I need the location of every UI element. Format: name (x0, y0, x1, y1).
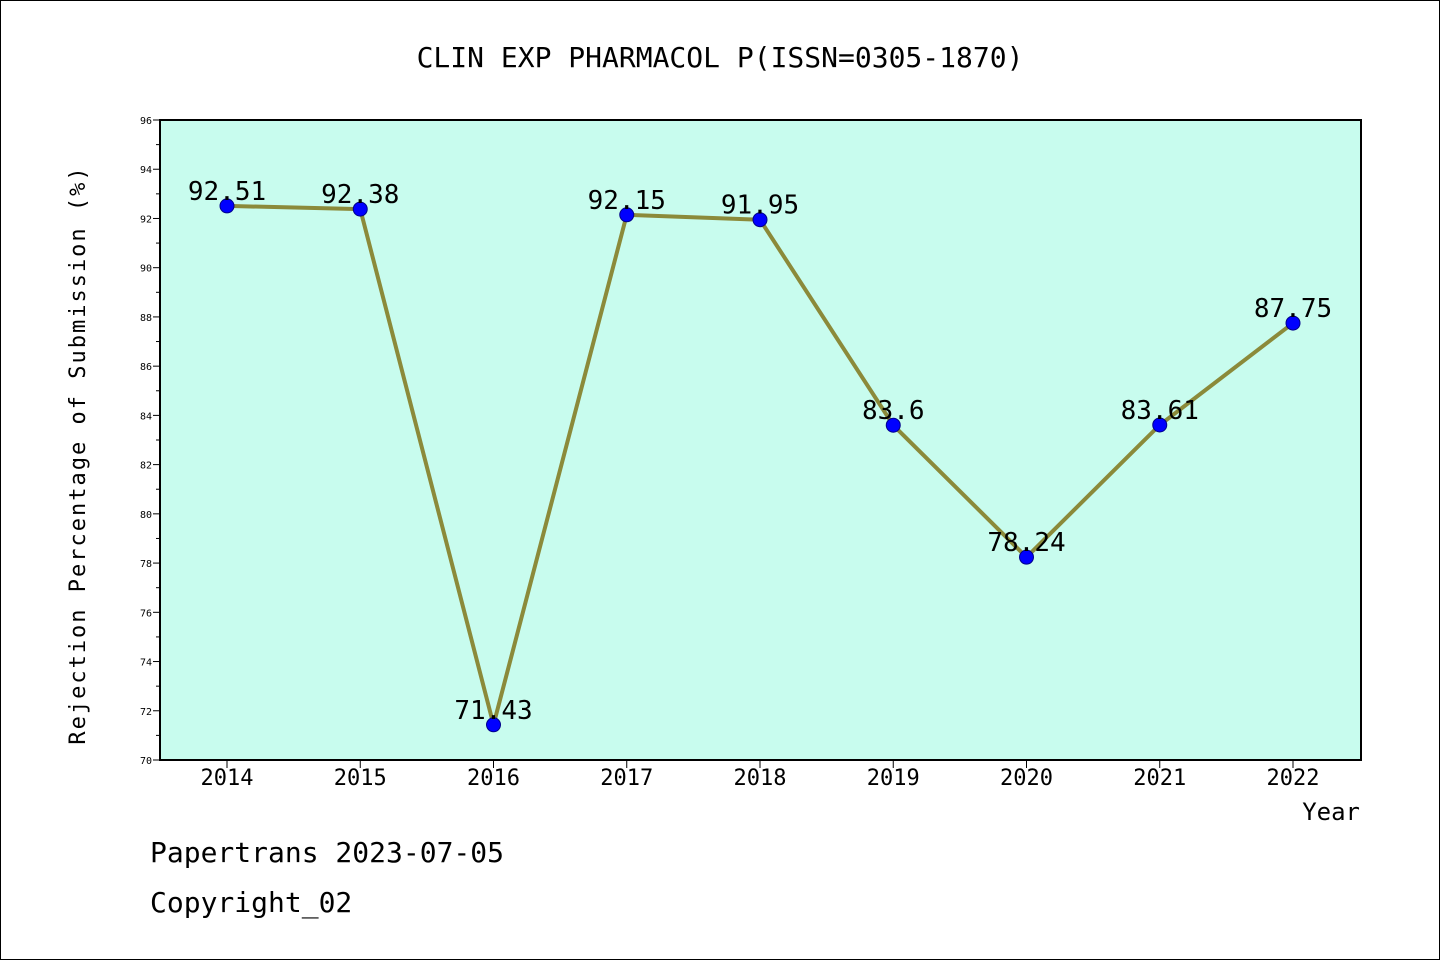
x-tick-label: 2020 (1000, 766, 1053, 791)
y-tick-label: 70 (140, 756, 152, 767)
x-axis-label: Year (1302, 798, 1360, 826)
data-point (352, 201, 368, 217)
footer-source: Papertrans 2023-07-05 (150, 836, 505, 869)
y-tick-label: 78 (140, 559, 152, 570)
data-point (219, 198, 235, 214)
data-label: 92.51 (188, 177, 266, 207)
data-point (1019, 549, 1034, 565)
x-tick-label: 2017 (600, 766, 653, 791)
data-point (885, 417, 901, 433)
x-tick-label: 2016 (467, 766, 520, 791)
y-tick-label: 86 (140, 362, 152, 373)
data-point (619, 207, 635, 223)
data-label: 92.15 (588, 186, 666, 216)
footer-copyright: Copyright_02 (150, 886, 353, 919)
data-label: 83.61 (1121, 396, 1199, 426)
y-tick-label: 80 (140, 510, 152, 521)
data-point (486, 717, 501, 733)
data-label: 83.6 (862, 396, 925, 426)
data-point (752, 212, 768, 228)
data-label: 71.43 (454, 696, 532, 726)
y-tick-label: 94 (140, 165, 152, 176)
x-tick-label: 2019 (867, 766, 920, 791)
y-tick-label: 96 (140, 116, 152, 127)
data-label: 92.38 (321, 180, 399, 210)
y-tick-label: 72 (140, 707, 152, 718)
x-tick-label: 2018 (734, 766, 787, 791)
data-points (219, 198, 1301, 733)
chart-title: CLIN EXP PHARMACOL P(ISSN=0305-1870) (417, 41, 1024, 74)
y-tick-label: 74 (140, 658, 152, 669)
data-label: 91.95 (721, 191, 799, 221)
y-tick-label: 76 (140, 608, 152, 619)
y-axis-label: Rejection Percentage of Submission (%) (66, 165, 91, 744)
data-label: 78.24 (987, 528, 1065, 558)
x-tick-label: 2015 (334, 766, 387, 791)
y-tick-label: 88 (140, 313, 152, 324)
x-tick-label: 2014 (201, 766, 254, 791)
x-tick-label: 2022 (1267, 766, 1320, 791)
x-tick-label: 2021 (1133, 766, 1186, 791)
y-tick-label: 84 (140, 411, 152, 422)
data-point (1285, 315, 1301, 331)
x-axis: 2014 2015 2016 2017 2018 2019 2020 2021 2022 (201, 760, 1320, 791)
data-point (1152, 417, 1168, 433)
data-labels: 92.51 92.38 71.43 92.15 91.95 83.6 78.24 83.61 8… (188, 177, 1332, 726)
y-tick-label: 92 (140, 214, 152, 225)
y-axis: 70 72 74 76 78 80 82 84 86 88 90 92 94 96 (140, 116, 160, 767)
y-tick-label: 82 (140, 461, 152, 472)
y-tick-label: 90 (140, 264, 152, 275)
data-label: 87.75 (1254, 294, 1332, 324)
